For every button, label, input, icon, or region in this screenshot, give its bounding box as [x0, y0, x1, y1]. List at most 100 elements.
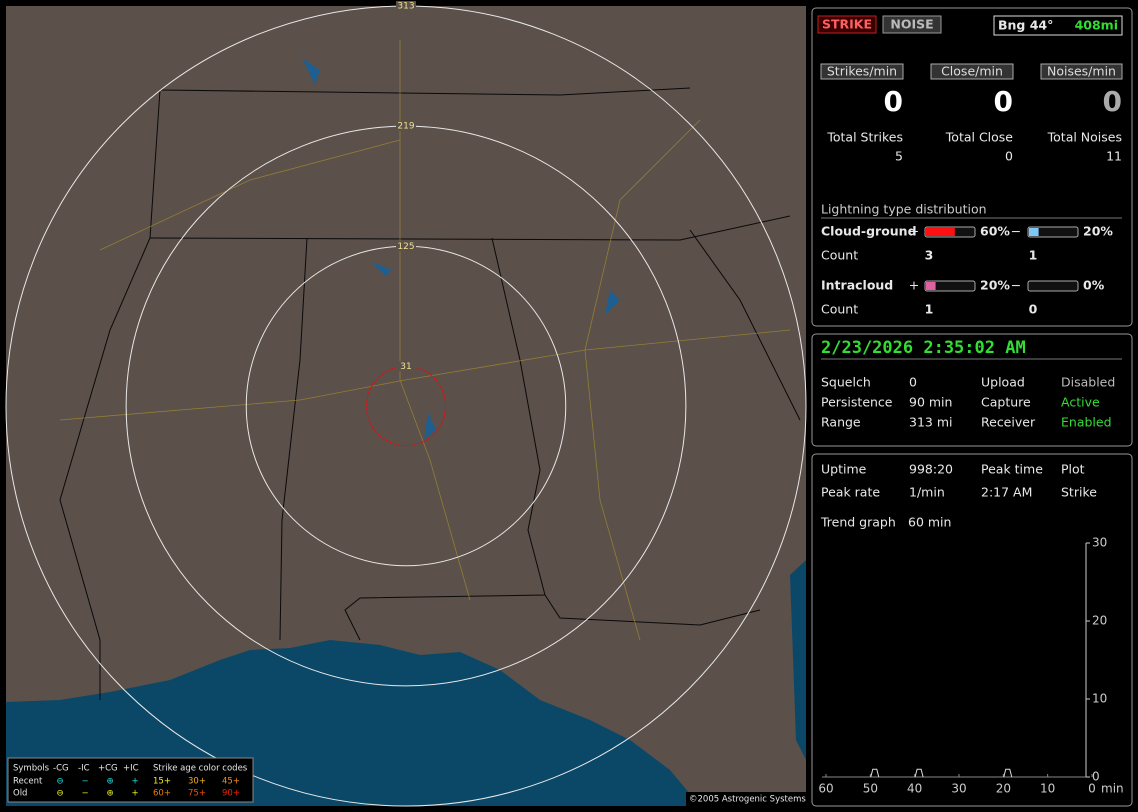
border — [544, 594, 761, 626]
border — [159, 87, 691, 96]
status-cell: Squelch — [821, 375, 871, 390]
total-value: 0 — [1005, 149, 1013, 164]
trend-spike — [1003, 768, 1013, 778]
percent-label: 20% — [980, 278, 1010, 293]
legend-column: -CG — [53, 764, 69, 774]
percent-label: 60% — [980, 224, 1010, 239]
stat-cell: 998:20 — [909, 462, 953, 477]
legend-row-label: Recent — [13, 777, 43, 787]
percent-label: 0% — [1083, 278, 1105, 293]
rate-label-box — [1040, 63, 1123, 80]
lake — [372, 262, 392, 276]
percent-bar — [926, 228, 955, 236]
road — [399, 40, 471, 601]
total-label: Total Noises — [1047, 130, 1122, 145]
stat-cell: Uptime — [821, 462, 867, 477]
x-tick-label: 20 — [996, 782, 1011, 796]
rate-value: 0 — [884, 85, 903, 118]
sign: + — [909, 278, 919, 293]
legend-age: 30+ — [188, 777, 206, 787]
type-label: Cloud-ground — [821, 224, 917, 239]
map: 313 219 125 31 Symbols -CG -IC +CG +IC Strike age… — [5, 1, 807, 807]
lake — [302, 58, 320, 85]
percent-bar — [1029, 228, 1039, 236]
stat-cell: 1/min — [909, 485, 945, 500]
legend-column: -IC — [78, 764, 90, 774]
trend-spike — [914, 768, 924, 778]
border — [59, 89, 161, 700]
status-cell: Enabled — [1061, 415, 1112, 430]
legend-box — [7, 757, 254, 803]
x-unit: min — [1101, 782, 1124, 796]
status-cell: Range — [821, 415, 861, 430]
y-tick-label: 20 — [1092, 614, 1107, 628]
rate-value: 0 — [994, 85, 1013, 118]
distribution-title: Lightning type distribution — [821, 202, 987, 217]
noise-button[interactable] — [882, 15, 942, 34]
trend-label: Trend graph — [820, 515, 896, 530]
road — [99, 139, 401, 251]
sign: + — [909, 224, 919, 239]
status-cell: Capture — [981, 395, 1031, 410]
status-cell: 313 mi — [909, 415, 952, 430]
stat-cell: Plot — [1061, 462, 1085, 477]
rate-value: 0 — [1103, 85, 1122, 118]
legend-symbol: ⊖ — [56, 789, 63, 799]
rate-label-box — [930, 63, 1014, 80]
trend-panel — [811, 453, 1133, 807]
noise-button-label: NOISE — [890, 17, 933, 32]
border — [279, 237, 308, 641]
strike-button[interactable] — [817, 15, 877, 34]
legend-column: +IC — [123, 764, 139, 774]
road — [584, 119, 701, 351]
legend-symbol: ⊕ — [106, 777, 113, 787]
status-cell: 90 min — [909, 395, 952, 410]
trend-window: 60 min — [908, 515, 951, 530]
lake — [605, 290, 620, 315]
status-cell: Persistence — [821, 395, 893, 410]
total-label: Total Close — [945, 130, 1014, 145]
count: 3 — [925, 248, 934, 263]
bearing-box — [993, 15, 1123, 36]
legend-row-label: Old — [13, 789, 27, 799]
total-value: 5 — [895, 149, 903, 164]
legend-age: 15+ — [153, 777, 171, 787]
status-cell: Active — [1061, 395, 1100, 410]
stat-cell: Strike — [1061, 485, 1097, 500]
status-cell: Receiver — [981, 415, 1036, 430]
legend-symbol: ⊖ — [56, 777, 63, 787]
count-label: Count — [821, 302, 858, 317]
bearing: Bng 44° — [998, 18, 1053, 33]
distance: 408mi — [1075, 18, 1118, 33]
stat-cell: 2:17 AM — [981, 485, 1032, 500]
legend-age: 45+ — [222, 777, 240, 787]
x-tick-label: 40 — [907, 782, 922, 796]
legend-age-title: Strike age color codes — [153, 764, 248, 774]
sign: − — [1011, 224, 1021, 239]
type-label: Intracloud — [821, 278, 893, 293]
count: 1 — [1029, 248, 1038, 263]
legend-age: 90+ — [222, 789, 240, 799]
percent-track — [1027, 280, 1079, 292]
trend-spike — [870, 768, 880, 778]
datetime: 2/23/2026 2:35:02 AM — [821, 338, 1026, 358]
ring-label-bg — [396, 361, 416, 372]
x-tick-label: 10 — [1040, 782, 1055, 796]
count: 0 — [1029, 302, 1038, 317]
atlantic — [790, 560, 806, 760]
legend-symbol: + — [131, 789, 138, 799]
x-tick-label: 50 — [863, 782, 878, 796]
total-label: Total Strikes — [826, 130, 903, 145]
legend-column: +CG — [98, 764, 118, 774]
strike-button-label: STRIKE — [822, 17, 872, 32]
status-cell: Upload — [981, 375, 1025, 390]
legend-age: 75+ — [188, 789, 206, 799]
total-value: 11 — [1106, 149, 1122, 164]
state-borders — [59, 87, 801, 700]
y-tick-label: 30 — [1092, 536, 1107, 550]
legend-symbol: − — [81, 777, 88, 787]
border — [344, 237, 546, 641]
percent-bar — [926, 282, 936, 290]
